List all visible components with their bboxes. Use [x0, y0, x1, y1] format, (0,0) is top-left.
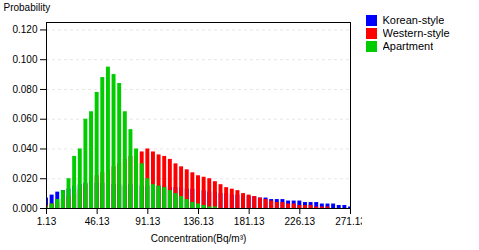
html-text:Korean-style: Korean-style — [382, 14, 445, 26]
svg-text:0.100: 0.100 — [12, 54, 37, 65]
svg-text:1.13: 1.13 — [37, 216, 57, 227]
svg-text:0.080: 0.080 — [12, 84, 37, 95]
svg-text:0.120: 0.120 — [12, 24, 37, 35]
svg-text:0.040: 0.040 — [12, 143, 37, 154]
svg-text:136.13: 136.13 — [183, 216, 214, 227]
svg-text:0.000: 0.000 — [12, 203, 37, 214]
html-text:Apartment: Apartment — [382, 40, 434, 52]
svg-text:226.13: 226.13 — [285, 216, 316, 227]
svg-text:181.13: 181.13 — [234, 216, 265, 227]
svg-text:46.13: 46.13 — [85, 216, 110, 227]
svg-text:Concentration(Bq/m³): Concentration(Bq/m³) — [151, 233, 247, 244]
html-text:Western-style: Western-style — [382, 27, 450, 39]
svg-text:0.060: 0.060 — [12, 113, 37, 124]
svg-text:91.13: 91.13 — [135, 216, 160, 227]
svg-text:271.13: 271.13 — [335, 216, 362, 227]
svg-text:Probability: Probability — [4, 2, 51, 13]
svg-text:0.020: 0.020 — [12, 173, 37, 184]
